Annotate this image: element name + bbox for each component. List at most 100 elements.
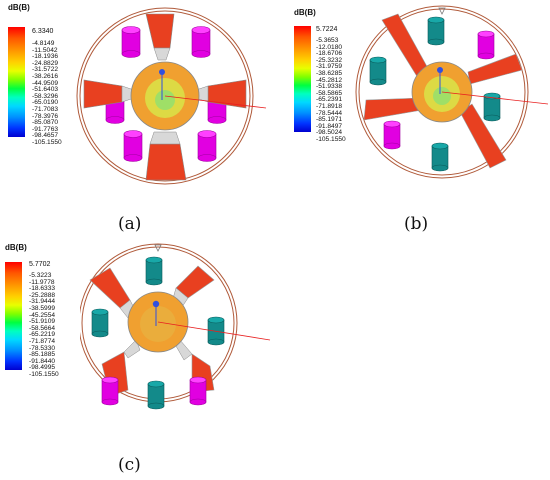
cylinder (189, 376, 207, 406)
color-scale-bar (5, 262, 22, 370)
legend-b: dB(B) 5.7224 -5.3653 -12.0180 -18.6706 -… (294, 8, 354, 143)
probe (159, 69, 267, 109)
legend-tick: -5.3223 (29, 272, 52, 279)
cylinder (121, 26, 141, 58)
legend-tick: -85.1971 (316, 116, 343, 124)
legend-tick: -11.9778 (29, 278, 55, 286)
legend-tick-list: -4.8149 -11.5042 -18.1936 -24.8829 -31.5… (32, 40, 62, 145)
field-sector (467, 53, 523, 85)
cylinder (483, 92, 501, 122)
cylinder (101, 376, 119, 406)
legend-tick: -45.2812 (316, 76, 343, 84)
legend-tick: -78.3976 (32, 112, 59, 120)
legend-tick: -4.8149 (32, 40, 55, 47)
panel-label-c: (c) (118, 455, 141, 475)
stator-ring (355, 5, 529, 179)
legend-tick: -98.4995 (29, 364, 56, 372)
legend-tick: -98.4657 (32, 132, 59, 140)
legend-title: dB(B) (294, 8, 316, 17)
legend-tick: -85.0870 (32, 119, 59, 127)
legend-tick: -11.5042 (32, 46, 58, 54)
motor-cross-section-b (355, 5, 549, 179)
legend-tick: -31.5722 (32, 66, 59, 74)
legend-title: dB(B) (5, 243, 27, 252)
legend-tick: -51.6403 (32, 86, 59, 94)
magnet-cylinders (91, 256, 225, 410)
legend-tick: -91.8497 (316, 122, 343, 130)
cylinder (197, 130, 217, 162)
legend-tick: -18.1936 (32, 53, 59, 61)
cylinder (427, 16, 445, 46)
legend-tick: -51.9338 (316, 83, 343, 91)
cylinder (147, 380, 165, 410)
legend-tick: -71.8774 (29, 337, 56, 345)
motor-cross-section-c (80, 243, 271, 410)
field-sector (381, 13, 431, 79)
legend-max-value: 5.7702 (29, 261, 51, 268)
legend-tick: -58.5664 (29, 324, 56, 332)
motor-cross-section-a (76, 7, 267, 185)
magnet-cylinders (101, 376, 207, 406)
magnet-cylinders (369, 16, 501, 172)
field-sectors (83, 13, 247, 181)
cylinder (431, 142, 449, 172)
panel-label-a: (a) (118, 214, 142, 234)
magnet-cylinders (383, 30, 495, 150)
legend-tick: -65.0190 (32, 99, 59, 107)
legend-tick-list: -5.3653 -12.0180 -18.6706 -25.3232 -31.9… (316, 37, 346, 142)
legend-tick: -91.8440 (29, 357, 56, 365)
legend-tick: -18.6333 (29, 285, 56, 293)
legend-tick: -24.8829 (32, 59, 59, 67)
legend-tick: -44.9509 (32, 79, 59, 87)
legend-tick: -58.5865 (316, 89, 343, 97)
legend-tick: -45.2554 (29, 311, 56, 319)
legend-tick: -31.9759 (316, 63, 343, 71)
cylinder (207, 316, 225, 346)
cylinder (145, 256, 163, 286)
legend-tick: -18.6706 (316, 50, 343, 58)
legend-tick: -5.3653 (316, 37, 339, 44)
probe (437, 67, 549, 105)
probe (152, 300, 271, 341)
legend-c: dB(B) 5.7702 -5.3223 -11.9778 -18.6333 -… (5, 243, 67, 378)
color-scale-bar (294, 26, 311, 132)
legend-tick: -25.2888 (29, 291, 56, 299)
legend-tick: -91.7763 (32, 125, 59, 133)
marker-triangle (154, 244, 162, 252)
marker-triangle (438, 7, 446, 15)
legend-tick: -78.5330 (29, 344, 56, 352)
field-sector (145, 143, 187, 181)
legend-tick: -71.7083 (32, 105, 59, 113)
legend-tick: -105.1550 (316, 135, 346, 143)
legend-tick: -71.8918 (316, 102, 343, 110)
legend-tick: -105.1550 (32, 138, 62, 146)
legend-max-value: 5.7224 (316, 26, 338, 33)
cylinder (123, 130, 143, 162)
color-scale-bar (8, 27, 25, 137)
legend-tick: -25.3232 (316, 56, 343, 64)
legend-tick: -58.3296 (32, 92, 59, 100)
cylinder (369, 56, 387, 86)
legend-title: dB(B) (8, 3, 30, 12)
legend-tick: -12.0180 (316, 43, 343, 51)
cylinder (383, 120, 401, 150)
cylinder (91, 308, 109, 338)
legend-tick-list: -5.3223 -11.9778 -18.6333 -25.2888 -31.9… (29, 272, 59, 377)
legend-tick: -105.1550 (29, 370, 59, 378)
stator-ring (76, 7, 254, 185)
legend-tick: -51.9109 (29, 318, 56, 326)
cylinder (191, 26, 211, 58)
legend-tick: -38.2616 (32, 72, 59, 80)
legend-tick: -38.6285 (316, 69, 343, 77)
cylinder (477, 30, 495, 60)
legend-a: dB(B) 6.3340 -4.8149 -11.5042 -18.1936 -… (8, 3, 68, 146)
panel-label-b: (b) (404, 214, 429, 234)
legend-tick: -65.2219 (29, 331, 56, 339)
legend-tick: -31.9444 (29, 298, 56, 306)
legend-tick: -65.2391 (316, 96, 343, 104)
legend-tick: -85.1885 (29, 351, 56, 359)
legend-tick: -98.5024 (316, 129, 343, 137)
legend-tick: -38.5999 (29, 304, 56, 312)
field-sector (145, 13, 175, 49)
legend-tick: -78.5444 (316, 109, 343, 117)
